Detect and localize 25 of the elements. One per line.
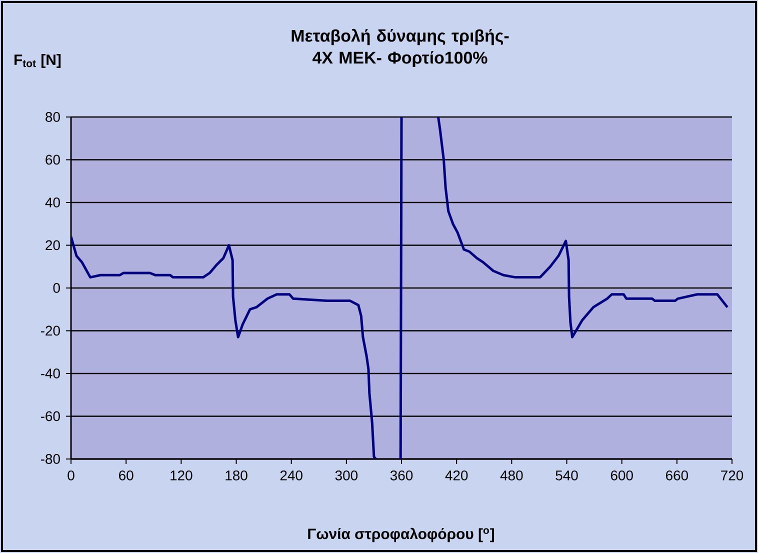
y-tick-label: -60: [40, 411, 60, 422]
x-tick-label: 300: [335, 470, 358, 480]
x-tick-label: 0: [68, 470, 74, 480]
x-tick-label: 420: [445, 470, 468, 480]
y-axis-title: F$_{tot}$ [N]: [14, 54, 61, 68]
x-tick-label: 180: [226, 470, 248, 480]
x-tick-label: 240: [280, 470, 302, 480]
y-tick-label: 40: [45, 198, 60, 208]
y-tick-label: 0: [53, 283, 60, 293]
x-tick-label: 120: [170, 470, 192, 480]
chart-title: Μεταβολή δύναμης τριβής- 4Χ ΜΕΚ- Φορτίο100%: [292, 28, 509, 68]
x-tick-label: 360: [390, 470, 413, 480]
x-tick-label: 600: [610, 470, 633, 480]
x-axis-title: Γωνία στροφαλοφόρου [$^{o}$]: [308, 528, 494, 542]
x-tick-label: 720: [721, 470, 744, 480]
x-tick-label: 480: [500, 470, 523, 480]
x-tick-label: 60: [119, 470, 134, 480]
x-tick-label: 660: [666, 470, 688, 480]
y-tick-label: 80: [46, 112, 60, 122]
y-tick-label: -80: [40, 454, 60, 464]
y-tick-label: -20: [40, 326, 60, 336]
y-tick-label: 60: [46, 154, 60, 165]
x-tick-label: 540: [556, 470, 578, 480]
y-tick-label: -40: [40, 368, 60, 378]
y-tick-label: 20: [46, 240, 60, 250]
